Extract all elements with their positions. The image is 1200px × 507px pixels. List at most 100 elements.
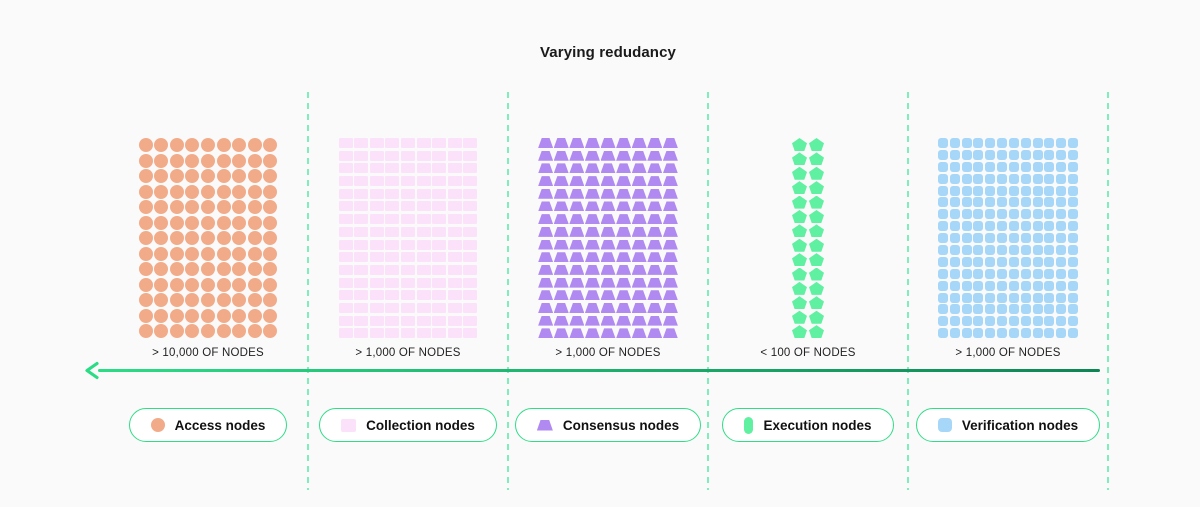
verification-node	[937, 328, 948, 339]
legend-label: Verification nodes	[961, 417, 1079, 433]
verification-node	[1032, 173, 1043, 184]
access-node	[138, 184, 153, 199]
verification-node	[997, 185, 1008, 196]
verification-node	[1008, 328, 1019, 339]
legend-verification-nodes[interactable]: Verification nodes	[915, 408, 1101, 442]
verification-node	[973, 209, 984, 220]
access-pill-wrap: Access nodes	[108, 408, 308, 442]
access-node	[154, 215, 169, 230]
access-node	[185, 169, 200, 183]
collection-node	[463, 163, 478, 174]
consensus-node	[538, 252, 554, 263]
verification-node	[997, 304, 1008, 315]
consensus-node	[553, 264, 569, 275]
consensus-node	[616, 226, 632, 237]
verification-node	[1020, 328, 1031, 339]
collection-node-grid	[338, 138, 478, 339]
verification-node	[1020, 149, 1031, 160]
verification-node	[949, 233, 960, 244]
legend-consensus-nodes[interactable]: Consensus nodes	[514, 408, 702, 442]
execution-node	[809, 181, 824, 195]
consensus-node	[584, 138, 600, 148]
verification-node	[1044, 256, 1055, 267]
access-node	[169, 308, 184, 323]
access-node	[263, 246, 278, 261]
verification-node	[1056, 209, 1067, 220]
legend-access-nodes[interactable]: Access nodes	[128, 408, 288, 442]
section-divider	[707, 92, 709, 490]
access-node	[216, 153, 231, 168]
collection-node	[369, 150, 384, 161]
verification-node	[1032, 328, 1043, 339]
verification-node	[1044, 328, 1055, 339]
verification-node	[949, 138, 960, 148]
consensus-node	[662, 226, 678, 237]
collection-node	[369, 176, 384, 187]
verification-node	[1032, 280, 1043, 291]
collection-node	[416, 302, 431, 313]
verification-node	[961, 161, 972, 172]
consensus-node	[647, 302, 663, 313]
collection-node	[354, 150, 369, 161]
axis-arrow-line	[98, 369, 1100, 372]
consensus-node	[584, 302, 600, 313]
consensus-node	[662, 302, 678, 313]
section-divider	[907, 92, 909, 490]
access-grid-wrap	[108, 138, 308, 338]
verification-node	[985, 316, 996, 327]
verification-node	[961, 209, 972, 220]
collection-node	[369, 138, 384, 148]
verification-node	[1068, 161, 1079, 172]
collection-node	[401, 188, 415, 199]
collection-node	[432, 315, 447, 326]
collection-node	[354, 163, 369, 174]
verification-node	[1008, 197, 1019, 208]
consensus-node	[553, 188, 569, 199]
verification-node	[973, 280, 984, 291]
verification-node	[1056, 138, 1067, 148]
consensus-node	[538, 264, 554, 275]
execution-node	[809, 253, 824, 267]
verification-count-label: > 1,000 OF NODES	[955, 347, 1061, 359]
access-node	[247, 308, 262, 323]
consensus-node	[631, 315, 647, 326]
access-node	[232, 184, 247, 199]
consensus-node	[600, 138, 616, 148]
verification-node	[973, 245, 984, 256]
collection-node	[369, 277, 384, 288]
access-node	[169, 246, 184, 261]
verification-pill-wrap: Verification nodes	[908, 408, 1108, 442]
verification-node	[961, 280, 972, 291]
legend-collection-nodes[interactable]: Collection nodes	[319, 408, 497, 442]
access-node	[232, 262, 247, 276]
access-node	[263, 169, 278, 183]
consensus-node	[662, 163, 678, 174]
collection-node	[369, 214, 384, 225]
verification-node	[961, 197, 972, 208]
consensus-node	[600, 188, 616, 199]
execution-node	[792, 310, 807, 324]
legend-execution-nodes[interactable]: Execution nodes	[722, 408, 894, 442]
verification-node	[1068, 209, 1079, 220]
consensus-node	[647, 214, 663, 225]
consensus-node	[569, 252, 585, 263]
verification-node	[1068, 138, 1079, 148]
execution-node	[792, 224, 807, 238]
section-verification: > 1,000 OF NODES Verification nodes	[908, 92, 1109, 490]
consensus-node	[662, 328, 678, 339]
consensus-node	[662, 252, 678, 263]
consensus-node	[553, 239, 569, 250]
collection-node	[338, 214, 353, 225]
section-divider	[1107, 92, 1109, 490]
access-node	[247, 293, 262, 307]
collection-node	[354, 290, 369, 301]
execution-node	[809, 138, 824, 151]
verification-node	[985, 149, 996, 160]
collection-node	[385, 264, 400, 275]
consensus-node	[647, 239, 663, 250]
collection-node	[338, 239, 353, 250]
consensus-node	[616, 201, 632, 212]
verification-node	[949, 304, 960, 315]
consensus-node	[647, 252, 663, 263]
collection-node	[354, 214, 369, 225]
